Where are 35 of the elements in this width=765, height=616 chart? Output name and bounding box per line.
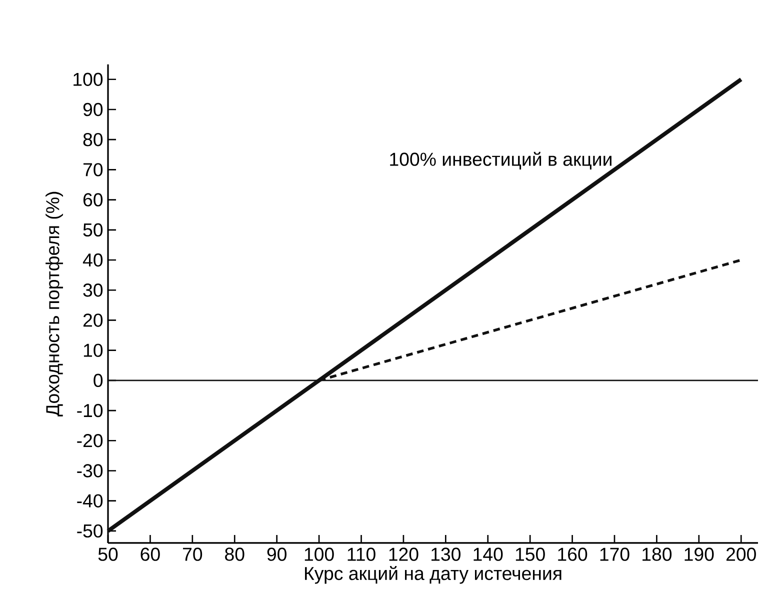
y-tick-label: 100 [74,72,103,86]
x-tick-label: 140 [474,548,503,561]
y-tick-label: -10 [77,404,103,418]
y-tick-label: 30 [83,283,103,297]
y-tick-label: -20 [77,434,103,448]
y-tick-label: 10 [84,344,103,357]
x-tick-label: 50 [98,548,118,561]
x-tick-label: 80 [225,548,244,561]
y-tick-label: -50 [77,524,103,538]
x-tick-label: 190 [684,548,714,561]
x-tick-label: 90 [267,548,286,561]
y-tick-label: -40 [77,494,103,508]
x-tick-label: 130 [432,548,461,561]
x-tick-label: 180 [642,548,672,561]
x-tick-label: 70 [183,548,202,561]
y-tick-label: 60 [83,193,103,206]
x-axis-title: Курс акций на дату истечения [305,566,562,584]
y-tick-label: 0 [94,374,103,388]
y-tick-label: -30 [77,464,103,478]
y-tick-label: 50 [83,223,103,237]
y-tick-label: 70 [83,163,103,176]
y-axis-title: Доходность портфеля (%) [46,192,63,416]
y-tick-label: 40 [82,253,103,267]
series-label: 100% инвестиций в акции [390,152,612,170]
x-tick-label: 110 [348,548,376,561]
x-tick-label: 150 [516,548,545,561]
x-tick-label: 200 [726,548,756,561]
x-tick-label: 100 [304,548,334,561]
y-tick-label: 80 [83,132,103,146]
y-tick-label: 90 [83,102,103,116]
x-tick-label: 60 [140,548,160,561]
x-tick-label: 170 [600,548,630,561]
x-tick-label: 160 [558,548,588,561]
y-tick-label: 20 [83,314,103,327]
x-tick-label: 120 [389,548,418,561]
